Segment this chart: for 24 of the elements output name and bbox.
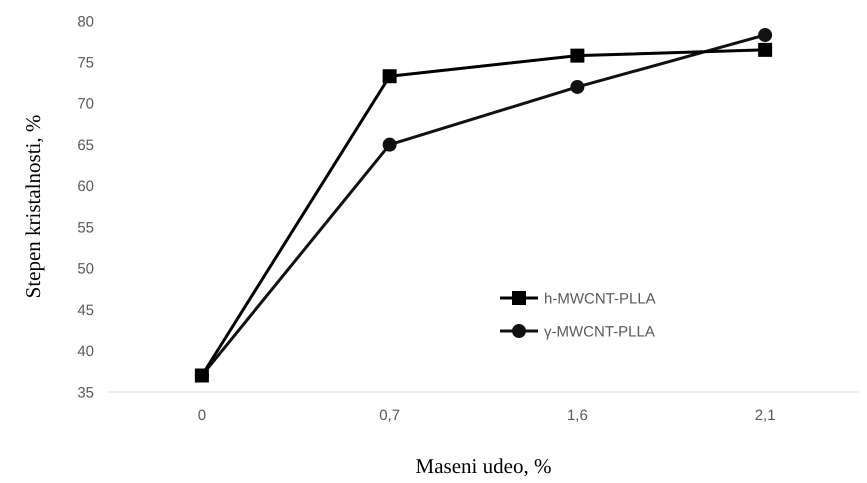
y-tick-label: 50 (77, 260, 94, 278)
x-tick-label: 1,6 (566, 407, 588, 424)
x-axis-title: Maseni udeo, % (416, 454, 552, 478)
y-tick-label: 65 (77, 136, 94, 154)
y-tick-label: 40 (77, 343, 94, 360)
point (382, 138, 397, 152)
y-tick-label: 35 (77, 384, 94, 402)
point (382, 69, 397, 84)
y-tick-label: 60 (77, 178, 94, 196)
point (570, 80, 584, 94)
point (570, 48, 584, 63)
y-tick-label: 45 (77, 302, 94, 319)
legend-label: h-MWCNT-PLLA (544, 290, 656, 308)
y-tick-label: 80 (77, 13, 94, 30)
y-tick-label: 55 (77, 219, 94, 236)
y-tick-label: 75 (77, 54, 94, 72)
point (758, 28, 772, 42)
y-axis-title: Stepen kristalnosti, % (21, 114, 45, 298)
y-tick-label: 70 (77, 96, 94, 113)
point (758, 42, 772, 57)
x-tick-label: 0 (198, 407, 206, 424)
legend-label: γ-MWCNT-PLLA (544, 323, 655, 340)
x-tick-label: 2,1 (754, 407, 776, 424)
x-tick-label: 0,7 (379, 407, 400, 424)
